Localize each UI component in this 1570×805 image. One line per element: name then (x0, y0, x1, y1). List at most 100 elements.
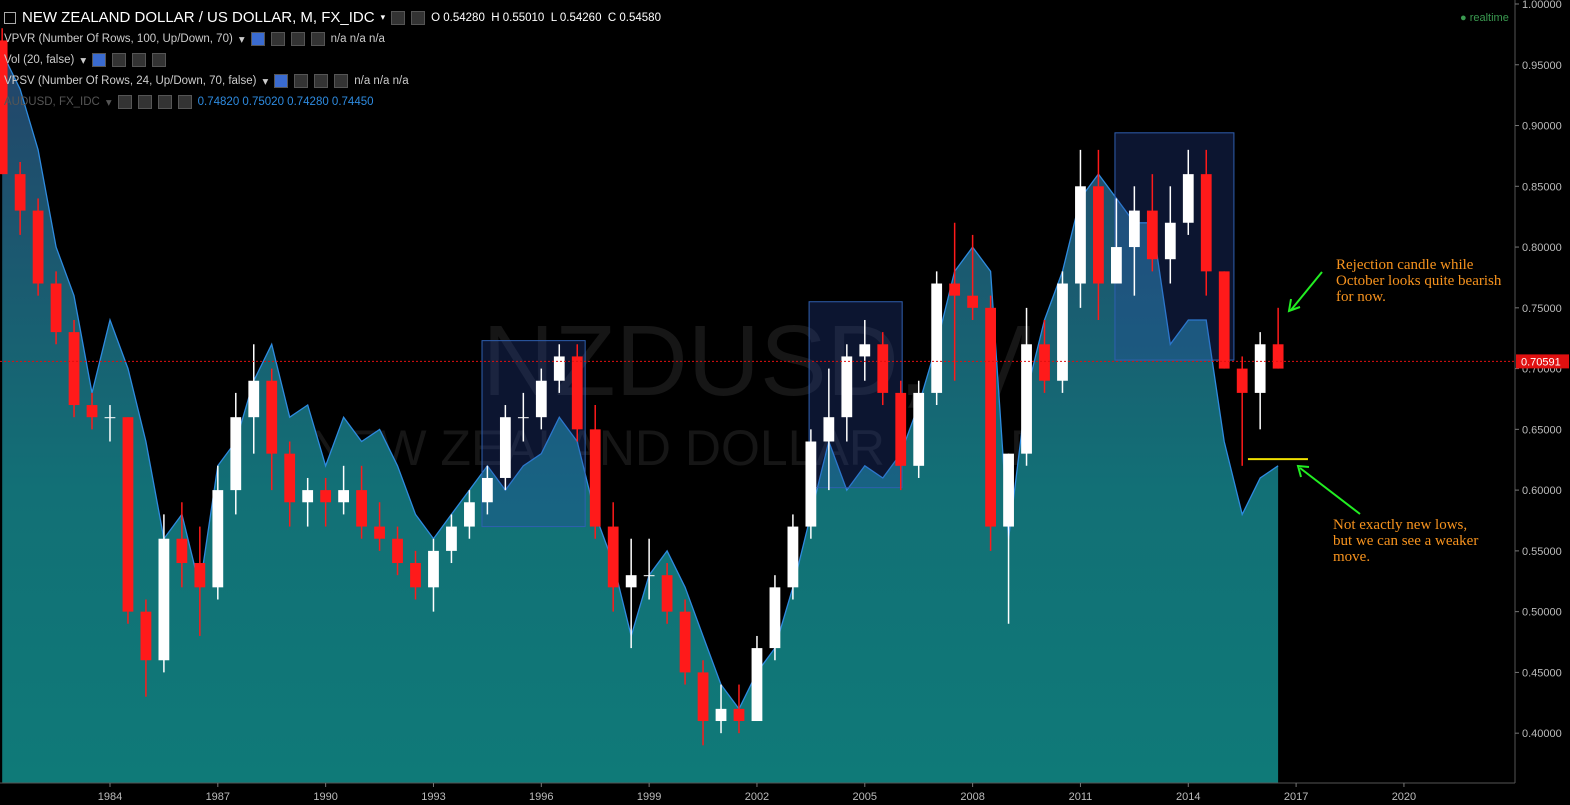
annotation-line: but we can see a weaker (1333, 533, 1479, 549)
y-tick-label: 0.50000 (1522, 607, 1562, 619)
candle-body (212, 490, 224, 588)
x-tick-label: 2020 (1392, 791, 1416, 803)
indicator-name[interactable]: VPSV (Number Of Rows, 24, Up/Down, 70, f… (4, 75, 257, 87)
candle-body (410, 563, 421, 588)
candle-body (158, 538, 170, 661)
candle-body (895, 392, 907, 466)
symbol[interactable]: NEW ZEALAND DOLLAR / US DOLLAR, M, FX_ID… (22, 9, 375, 26)
candle-body (1164, 222, 1176, 260)
arrow (1299, 467, 1361, 515)
candle-body (499, 417, 511, 478)
indicator: Vol (20, false) ▾ (4, 53, 167, 67)
candle-body (338, 490, 350, 503)
x-tick-label: 1984 (98, 791, 122, 803)
candle-body (266, 380, 278, 454)
y-tick-label: 0.40000 (1522, 728, 1562, 740)
zone-box (808, 301, 903, 489)
candle-body (607, 526, 619, 588)
ohlc-label: C (607, 11, 617, 24)
candle-body (32, 210, 44, 284)
indicator: VPVR (Number Of Rows, 100, Up/Down, 70) ▾… (4, 32, 385, 46)
y-tick-label: 0.55000 (1522, 546, 1562, 558)
candle-body (392, 538, 403, 564)
candle-body (769, 587, 781, 649)
candle-body (571, 356, 583, 430)
candle-body (697, 672, 709, 722)
settings-icon[interactable] (391, 10, 406, 25)
candle-body (50, 283, 62, 333)
candle-body (1075, 186, 1086, 284)
annotation-line: move. (1333, 549, 1371, 565)
candle-body (931, 283, 943, 393)
y-tick-label: 0.45000 (1522, 667, 1562, 679)
candle-body (356, 490, 367, 527)
candle-body (1272, 344, 1284, 369)
x-tick-label: 2008 (960, 791, 984, 803)
candle-body (553, 356, 565, 381)
candle-body (104, 417, 116, 419)
ohlc-label: O (431, 11, 441, 24)
candle-body (464, 502, 475, 527)
candle-body (284, 453, 296, 503)
candle-body (230, 417, 242, 491)
candle-body (1093, 186, 1104, 284)
indicator: VPSV (Number Of Rows, 24, Up/Down, 70, f… (4, 74, 409, 88)
x-tick-label: 1987 (206, 791, 230, 803)
compare-name[interactable]: AUDUSD, FX_IDC (4, 96, 100, 108)
y-tick-label: 0.60000 (1522, 485, 1562, 497)
settings-icon[interactable] (411, 10, 426, 25)
candle-body (122, 417, 134, 612)
realtime-status: ● realtime (1460, 12, 1509, 24)
candle-body (985, 307, 996, 527)
y-tick-label: 0.85000 (1522, 181, 1562, 193)
candle-body (428, 550, 439, 588)
candle-body (589, 429, 601, 527)
y-tick-label: 0.95000 (1522, 60, 1562, 72)
candle-body (194, 563, 206, 588)
indicator-name[interactable]: VPVR (Number Of Rows, 100, Up/Down, 70) (4, 33, 233, 45)
candle-body (967, 295, 979, 308)
candle-body (1146, 210, 1158, 260)
ohlc-label: H (491, 11, 500, 24)
candle-body (625, 575, 637, 588)
compare-line (1, 52, 1279, 711)
candle-body (787, 526, 799, 588)
zone-box (481, 340, 586, 528)
collapse-button[interactable] (4, 11, 16, 24)
annotation-line: for now. (1336, 289, 1386, 305)
candle-body (733, 708, 745, 722)
x-tick-label: 2011 (1069, 791, 1093, 803)
candle-body (913, 392, 925, 466)
candle-body (841, 356, 853, 418)
candle-body (643, 575, 655, 577)
indicator-name[interactable]: Vol (20, false) (4, 54, 75, 66)
candle-body (517, 417, 529, 419)
candle-body (661, 575, 673, 612)
annotation-line: Not exactly new lows, (1333, 517, 1468, 533)
x-tick-label: 1999 (637, 791, 661, 803)
annotation: Not exactly new lows, but we can see a w… (1333, 517, 1478, 565)
candle-body (751, 648, 763, 722)
candle-body (877, 344, 889, 393)
ohlc-value: 0.54260 (559, 11, 602, 24)
candle-body (1003, 453, 1014, 527)
candle-body (859, 344, 871, 357)
compare-symbol: AUDUSD, FX_IDC ▾ 0.74820 0.75020 0.74280 0… (4, 95, 374, 109)
arrowhead (1296, 464, 1310, 478)
price-label-bg (1516, 354, 1569, 369)
candle-body (1021, 344, 1032, 454)
realtime: realtime (1469, 12, 1509, 24)
annotation-line: October looks quite bearish (1336, 273, 1502, 289)
arrow (1290, 271, 1323, 311)
y-tick-label: 0.75000 (1522, 303, 1562, 315)
indicator-values: n/a n/a n/a (330, 33, 385, 45)
candle-body (248, 380, 260, 418)
x-tick-label: 2017 (1284, 791, 1308, 803)
candle-body (823, 417, 835, 442)
y-tick-label: 0.90000 (1522, 121, 1562, 133)
symbol-header: NEW ZEALAND DOLLAR / US DOLLAR, M, FX_ID… (4, 9, 661, 26)
candle-body (1218, 271, 1230, 369)
annotation: Rejection candle while October looks qui… (1336, 257, 1501, 305)
